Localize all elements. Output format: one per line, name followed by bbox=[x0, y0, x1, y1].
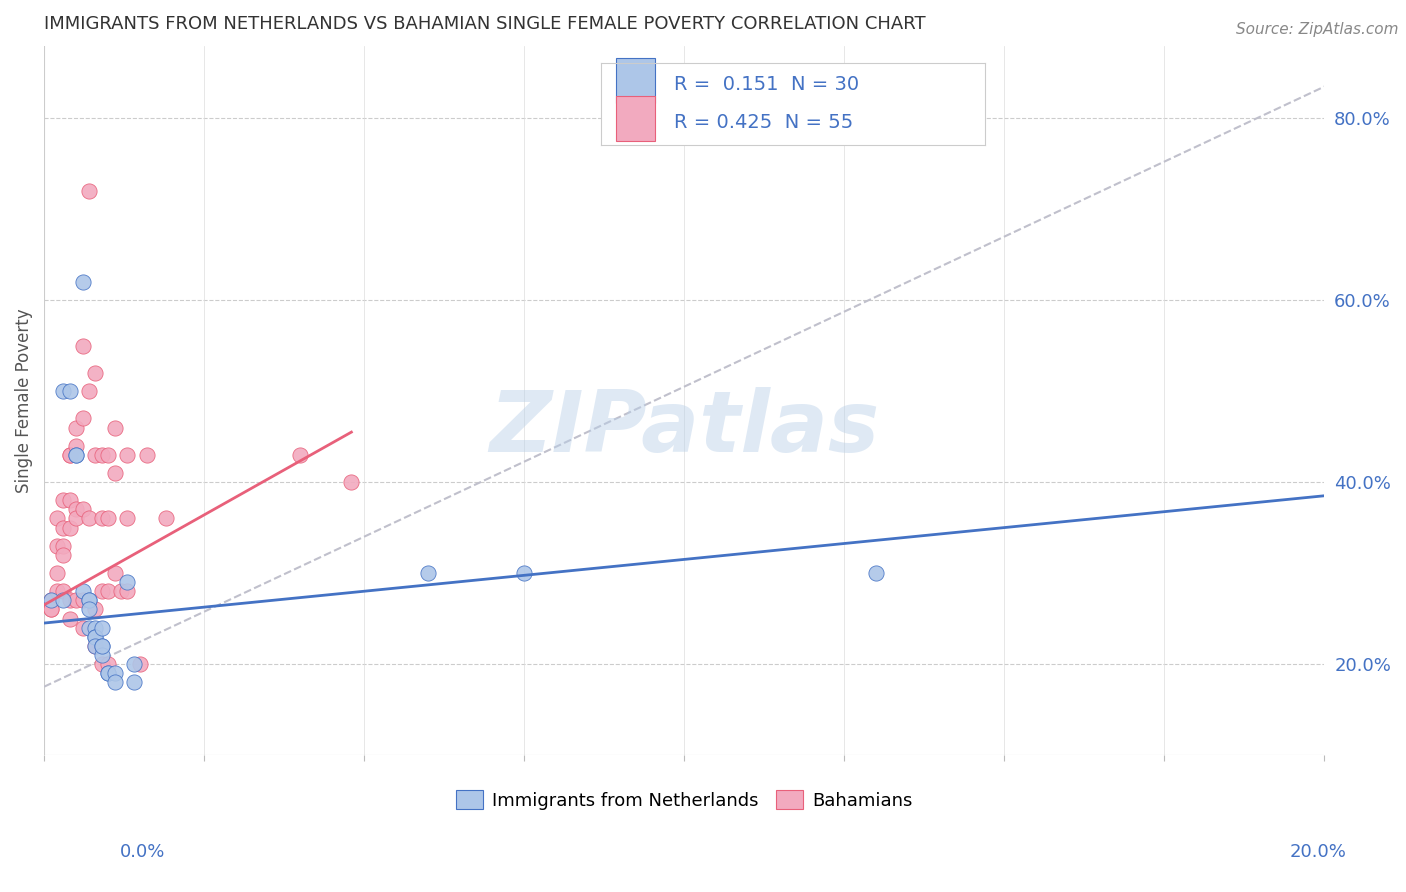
Point bbox=[122, 675, 145, 690]
Point bbox=[90, 448, 112, 462]
Point bbox=[77, 184, 100, 198]
Point bbox=[418, 566, 440, 580]
Point bbox=[513, 566, 536, 580]
Point bbox=[45, 539, 67, 553]
Point bbox=[72, 339, 94, 353]
Point bbox=[52, 539, 75, 553]
Point bbox=[52, 520, 75, 534]
Point bbox=[103, 466, 125, 480]
Point bbox=[72, 593, 94, 607]
Point bbox=[865, 566, 887, 580]
Point bbox=[117, 511, 139, 525]
Point bbox=[84, 448, 107, 462]
Point bbox=[72, 621, 94, 635]
Point bbox=[117, 584, 139, 599]
Point bbox=[135, 448, 157, 462]
Point bbox=[103, 675, 125, 690]
Point bbox=[52, 493, 75, 508]
Legend: Immigrants from Netherlands, Bahamians: Immigrants from Netherlands, Bahamians bbox=[449, 783, 920, 817]
Point bbox=[84, 639, 107, 653]
Point bbox=[77, 511, 100, 525]
Point bbox=[122, 657, 145, 671]
Text: 20.0%: 20.0% bbox=[1291, 843, 1347, 861]
Point bbox=[72, 275, 94, 289]
Point bbox=[39, 602, 62, 616]
Text: ZIPatlas: ZIPatlas bbox=[489, 387, 879, 470]
Text: 0.0%: 0.0% bbox=[120, 843, 165, 861]
Point bbox=[59, 493, 82, 508]
Point bbox=[52, 584, 75, 599]
Point bbox=[97, 584, 120, 599]
Point bbox=[155, 511, 177, 525]
Point bbox=[77, 593, 100, 607]
Point bbox=[90, 639, 112, 653]
Point bbox=[110, 584, 132, 599]
Point bbox=[84, 602, 107, 616]
Point bbox=[84, 630, 107, 644]
Point bbox=[65, 448, 87, 462]
Point bbox=[97, 511, 120, 525]
Point bbox=[39, 593, 62, 607]
Point bbox=[72, 502, 94, 516]
Point bbox=[45, 584, 67, 599]
Point bbox=[90, 648, 112, 662]
Point bbox=[84, 630, 107, 644]
Point bbox=[117, 575, 139, 590]
Point bbox=[77, 593, 100, 607]
Point bbox=[65, 448, 87, 462]
Point bbox=[84, 639, 107, 653]
Point bbox=[59, 448, 82, 462]
Point bbox=[45, 566, 67, 580]
Point bbox=[77, 602, 100, 616]
Point bbox=[97, 666, 120, 681]
Point bbox=[77, 621, 100, 635]
Point bbox=[90, 657, 112, 671]
Point bbox=[129, 657, 152, 671]
Point bbox=[77, 384, 100, 399]
Point bbox=[72, 584, 94, 599]
Point bbox=[59, 593, 82, 607]
Point bbox=[72, 411, 94, 425]
Point bbox=[288, 448, 311, 462]
Text: IMMIGRANTS FROM NETHERLANDS VS BAHAMIAN SINGLE FEMALE POVERTY CORRELATION CHART: IMMIGRANTS FROM NETHERLANDS VS BAHAMIAN … bbox=[44, 15, 925, 33]
Point bbox=[103, 566, 125, 580]
Point bbox=[97, 448, 120, 462]
Point bbox=[59, 611, 82, 625]
Point bbox=[65, 593, 87, 607]
Point bbox=[65, 439, 87, 453]
Point bbox=[65, 420, 87, 434]
Point bbox=[59, 384, 82, 399]
Point bbox=[90, 621, 112, 635]
Point bbox=[52, 384, 75, 399]
Point bbox=[59, 448, 82, 462]
Point bbox=[65, 502, 87, 516]
Point bbox=[39, 593, 62, 607]
Point bbox=[90, 584, 112, 599]
Point bbox=[340, 475, 363, 489]
Text: Source: ZipAtlas.com: Source: ZipAtlas.com bbox=[1236, 22, 1399, 37]
Point bbox=[117, 448, 139, 462]
Point bbox=[103, 666, 125, 681]
Y-axis label: Single Female Poverty: Single Female Poverty bbox=[15, 308, 32, 492]
Point bbox=[103, 420, 125, 434]
Point bbox=[39, 602, 62, 616]
Point bbox=[59, 520, 82, 534]
Point bbox=[84, 621, 107, 635]
Point bbox=[45, 511, 67, 525]
Point bbox=[65, 511, 87, 525]
Point bbox=[97, 666, 120, 681]
Point bbox=[90, 511, 112, 525]
Point bbox=[90, 639, 112, 653]
Point bbox=[52, 593, 75, 607]
Point bbox=[52, 548, 75, 562]
Point bbox=[84, 366, 107, 380]
Point bbox=[97, 657, 120, 671]
